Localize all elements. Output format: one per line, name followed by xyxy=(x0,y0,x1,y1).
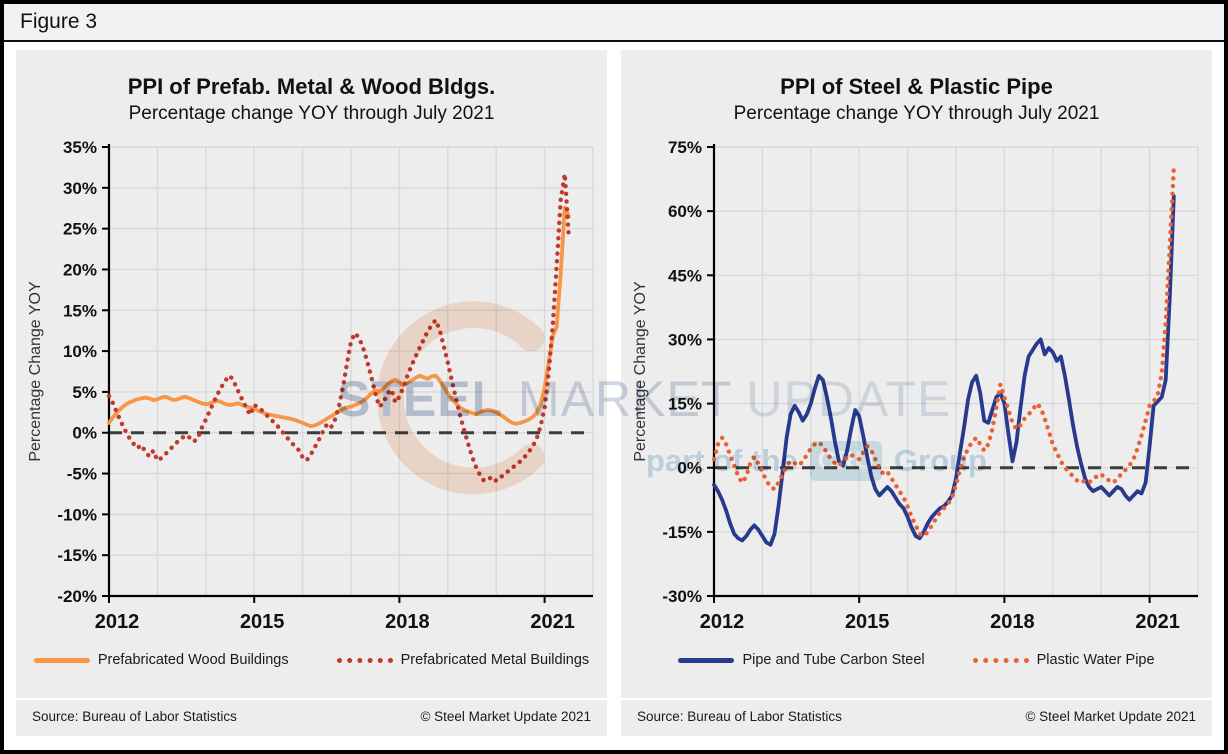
svg-text:0%: 0% xyxy=(677,459,702,478)
svg-text:0%: 0% xyxy=(72,424,97,443)
right-copyright-text: © Steel Market Update 2021 xyxy=(1025,709,1196,724)
svg-text:2021: 2021 xyxy=(1135,611,1180,633)
svg-text:-20%: -20% xyxy=(57,587,97,606)
svg-text:-15%: -15% xyxy=(662,523,702,542)
figure-label: Figure 3 xyxy=(20,10,98,33)
left-source-text: Source: Bureau of Labor Statistics xyxy=(32,709,237,724)
left-chart-legend: Prefabricated Wood Buildings Prefabricat… xyxy=(16,644,607,676)
left-copyright-text: © Steel Market Update 2021 xyxy=(420,709,591,724)
legend-item-plastic-pipe: Plastic Water Pipe xyxy=(972,652,1155,668)
metal-dotted-sample-icon xyxy=(336,657,393,663)
left-chart-subtitle: Percentage change YOY through July 2021 xyxy=(128,103,495,124)
right-panel-footer: Source: Bureau of Labor Statistics © Ste… xyxy=(621,698,1212,736)
svg-text:35%: 35% xyxy=(62,138,96,157)
svg-text:75%: 75% xyxy=(667,138,701,157)
right-chart-title: PPI of Steel & Plastic Pipe xyxy=(780,74,1053,99)
figure-header: Figure 3 xyxy=(4,4,1224,42)
svg-text:45%: 45% xyxy=(667,266,701,285)
svg-text:Percentage Change YOY: Percentage Change YOY xyxy=(27,281,44,462)
right-chart-legend: Pipe and Tube Carbon Steel Plastic Water… xyxy=(621,644,1212,676)
svg-text:20%: 20% xyxy=(62,260,96,279)
legend-item-steel-pipe: Pipe and Tube Carbon Steel xyxy=(678,652,925,668)
left-chart-panel: PPI of Prefab. Metal & Wood Bldgs. Perce… xyxy=(16,50,607,736)
svg-text:30%: 30% xyxy=(667,330,701,349)
svg-text:-30%: -30% xyxy=(662,587,702,606)
legend-label-wood: Prefabricated Wood Buildings xyxy=(97,652,289,668)
right-chart-canvas: -30% -15% 0% 15% 30% 45% 60% 75% 2012 2015 2018 202… xyxy=(632,138,1199,633)
svg-text:10%: 10% xyxy=(62,342,96,361)
legend-item-metal: Prefabricated Metal Buildings xyxy=(336,652,590,668)
svg-text:2015: 2015 xyxy=(844,611,889,633)
charts-row: PPI of Prefab. Metal & Wood Bldgs. Perce… xyxy=(4,42,1224,744)
plastic-pipe-dotted-sample-icon xyxy=(972,657,1029,663)
svg-text:Percentage Change YOY: Percentage Change YOY xyxy=(632,281,649,462)
svg-text:2012: 2012 xyxy=(94,611,139,633)
svg-text:30%: 30% xyxy=(62,179,96,198)
svg-text:2012: 2012 xyxy=(699,611,744,633)
svg-text:5%: 5% xyxy=(72,383,97,402)
legend-label-plastic-pipe: Plastic Water Pipe xyxy=(1036,652,1155,668)
svg-text:25%: 25% xyxy=(62,220,96,239)
svg-text:2015: 2015 xyxy=(239,611,284,633)
right-chart-subtitle: Percentage change YOY through July 2021 xyxy=(733,103,1100,124)
left-chart-canvas: -20% -15% -10% -5% 0% 5% 10% 15% 20% 25% 30% 35% 201… xyxy=(27,138,594,633)
svg-text:15%: 15% xyxy=(667,395,701,414)
svg-text:-15%: -15% xyxy=(57,546,97,565)
svg-text:-5%: -5% xyxy=(66,465,96,484)
svg-text:2018: 2018 xyxy=(385,611,430,633)
svg-text:60%: 60% xyxy=(667,202,701,221)
left-panel-footer: Source: Bureau of Labor Statistics © Ste… xyxy=(16,698,607,736)
svg-text:15%: 15% xyxy=(62,301,96,320)
svg-text:2021: 2021 xyxy=(530,611,575,633)
wood-line-sample-icon xyxy=(33,657,90,663)
legend-label-steel-pipe: Pipe and Tube Carbon Steel xyxy=(742,652,925,668)
legend-label-metal: Prefabricated Metal Buildings xyxy=(400,652,590,668)
legend-item-wood: Prefabricated Wood Buildings xyxy=(33,652,289,668)
right-source-text: Source: Bureau of Labor Statistics xyxy=(637,709,842,724)
right-chart-panel: PPI of Steel & Plastic Pipe Percentage c… xyxy=(621,50,1212,736)
left-chart-title: PPI of Prefab. Metal & Wood Bldgs. xyxy=(127,74,496,99)
steel-pipe-line-sample-icon xyxy=(678,657,735,663)
svg-text:-10%: -10% xyxy=(57,505,97,524)
svg-text:2018: 2018 xyxy=(990,611,1035,633)
